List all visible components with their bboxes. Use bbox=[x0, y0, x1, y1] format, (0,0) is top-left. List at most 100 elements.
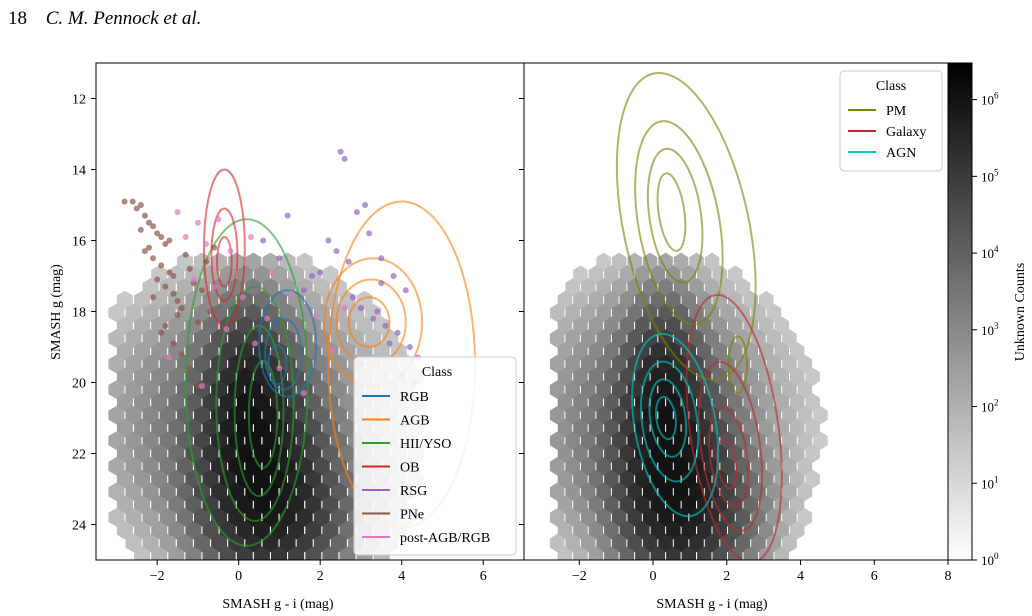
hexbin-cell bbox=[142, 533, 159, 553]
hexbin-cell bbox=[305, 316, 322, 335]
hexbin-cell bbox=[125, 406, 142, 425]
hexbin-cell bbox=[159, 406, 176, 425]
hexbin-cell bbox=[627, 457, 642, 476]
hexbin-cell bbox=[635, 265, 650, 284]
contour-ob bbox=[203, 168, 246, 327]
point-rsg bbox=[390, 273, 397, 279]
hexbin-cell bbox=[619, 418, 635, 438]
hexbin-cell bbox=[805, 444, 820, 463]
hexbin-cell bbox=[228, 329, 245, 348]
y-tick-label: 22 bbox=[72, 448, 86, 463]
hexbin-cell bbox=[790, 469, 805, 489]
hexbin-cell bbox=[782, 533, 797, 553]
point-rsg bbox=[353, 209, 360, 216]
hexbin-cell bbox=[666, 418, 681, 438]
hexbin-cell bbox=[236, 265, 253, 284]
hexbin-cell bbox=[252, 559, 255, 560]
hexbin-cell bbox=[565, 482, 580, 501]
hexbin-cell bbox=[666, 393, 681, 412]
hexbin-cell bbox=[142, 406, 159, 425]
contour-rgb bbox=[258, 289, 318, 398]
hexbin-cell bbox=[134, 546, 151, 560]
hexbin-cell bbox=[790, 367, 805, 386]
hexbin-cell bbox=[704, 533, 720, 553]
point-pne bbox=[141, 248, 148, 255]
hexbin-cell bbox=[365, 303, 382, 323]
hexbin-cell bbox=[176, 482, 193, 501]
hexbin-cell bbox=[805, 469, 820, 489]
hexbin-cell bbox=[116, 316, 133, 335]
x-tick-label: 4 bbox=[797, 569, 804, 584]
hexbin-cell bbox=[658, 252, 673, 271]
hexbin-cell bbox=[658, 482, 673, 501]
hexbin-cell bbox=[619, 521, 635, 540]
hexbin-cell bbox=[790, 418, 805, 438]
hexbin-cell bbox=[596, 329, 611, 348]
hexbin-cell bbox=[664, 559, 667, 560]
hexbin-cell bbox=[642, 533, 658, 553]
hexbin-cell bbox=[168, 521, 185, 540]
hexbin-cell bbox=[142, 508, 159, 527]
hexbin-cell bbox=[782, 431, 797, 450]
hexbin-cell bbox=[658, 457, 673, 476]
hexbin-cell bbox=[202, 342, 219, 361]
hexbin-cell bbox=[580, 431, 596, 450]
point-post-agb-rgb bbox=[174, 209, 181, 216]
hexbin-cell bbox=[202, 316, 219, 335]
hexbin-cell bbox=[619, 290, 635, 310]
legend-label-post-agb-rgb: post-AGB/RGB bbox=[400, 531, 490, 546]
hexbin-cell bbox=[236, 316, 253, 335]
hexbin-cell bbox=[782, 329, 797, 348]
hexbin-cell bbox=[681, 495, 696, 514]
hexbin-cell bbox=[202, 444, 219, 463]
point-pne bbox=[170, 290, 177, 297]
hexbin-cell bbox=[371, 559, 375, 560]
hexbin-cell bbox=[596, 354, 611, 374]
hexbin-cell bbox=[151, 495, 168, 514]
hexbin-cell bbox=[116, 290, 133, 310]
hexbin-cell bbox=[790, 521, 805, 540]
point-post-agb-rgb bbox=[329, 347, 336, 354]
hexbin-cell bbox=[782, 406, 797, 425]
hexbin-cell bbox=[202, 495, 219, 514]
contour-pm bbox=[634, 120, 724, 326]
point-pne bbox=[166, 237, 173, 244]
hexbin-cell bbox=[271, 546, 287, 560]
hexbin-cell bbox=[813, 406, 828, 425]
hexbin-cell bbox=[296, 482, 313, 501]
hexbin-cell bbox=[627, 406, 642, 425]
hexbin-cell bbox=[751, 533, 766, 553]
hexbin-cell bbox=[313, 457, 330, 476]
contour-galaxy bbox=[685, 293, 783, 560]
hexbin-cell bbox=[681, 546, 696, 560]
hexbin-cell bbox=[245, 354, 262, 374]
hexbin-cell bbox=[253, 265, 270, 284]
hexbin-cell bbox=[549, 533, 565, 553]
hexbin-cell bbox=[313, 278, 330, 297]
colorbar-tick-label: 105 bbox=[981, 167, 999, 184]
hexbin-cell bbox=[728, 265, 743, 284]
hexbin-cell bbox=[689, 278, 704, 297]
point-pne bbox=[137, 202, 144, 208]
hexbin-cell bbox=[565, 533, 580, 553]
point-rsg bbox=[386, 340, 393, 347]
hexbin-cell bbox=[108, 303, 125, 323]
point-pne bbox=[174, 312, 181, 319]
hexbin-cell bbox=[658, 406, 673, 425]
point-rsg bbox=[362, 202, 369, 208]
hexbin-cell bbox=[142, 380, 159, 399]
hexbin-cell bbox=[611, 482, 627, 501]
hexbin-cell bbox=[666, 469, 681, 489]
point-pne bbox=[129, 198, 136, 205]
hexbin-cell bbox=[211, 482, 228, 501]
hexbin-cell bbox=[774, 495, 789, 514]
hexbin-cell bbox=[720, 482, 735, 501]
hexbin-cell bbox=[330, 354, 347, 374]
hexbin-cell bbox=[619, 265, 635, 284]
hexbin-cell bbox=[673, 252, 689, 271]
hexbin-cell bbox=[557, 495, 573, 514]
hexbin-cell bbox=[588, 444, 604, 463]
hexbin-cell bbox=[125, 533, 142, 553]
hexbin-cell bbox=[253, 469, 270, 489]
hexbin-cell bbox=[681, 290, 696, 310]
